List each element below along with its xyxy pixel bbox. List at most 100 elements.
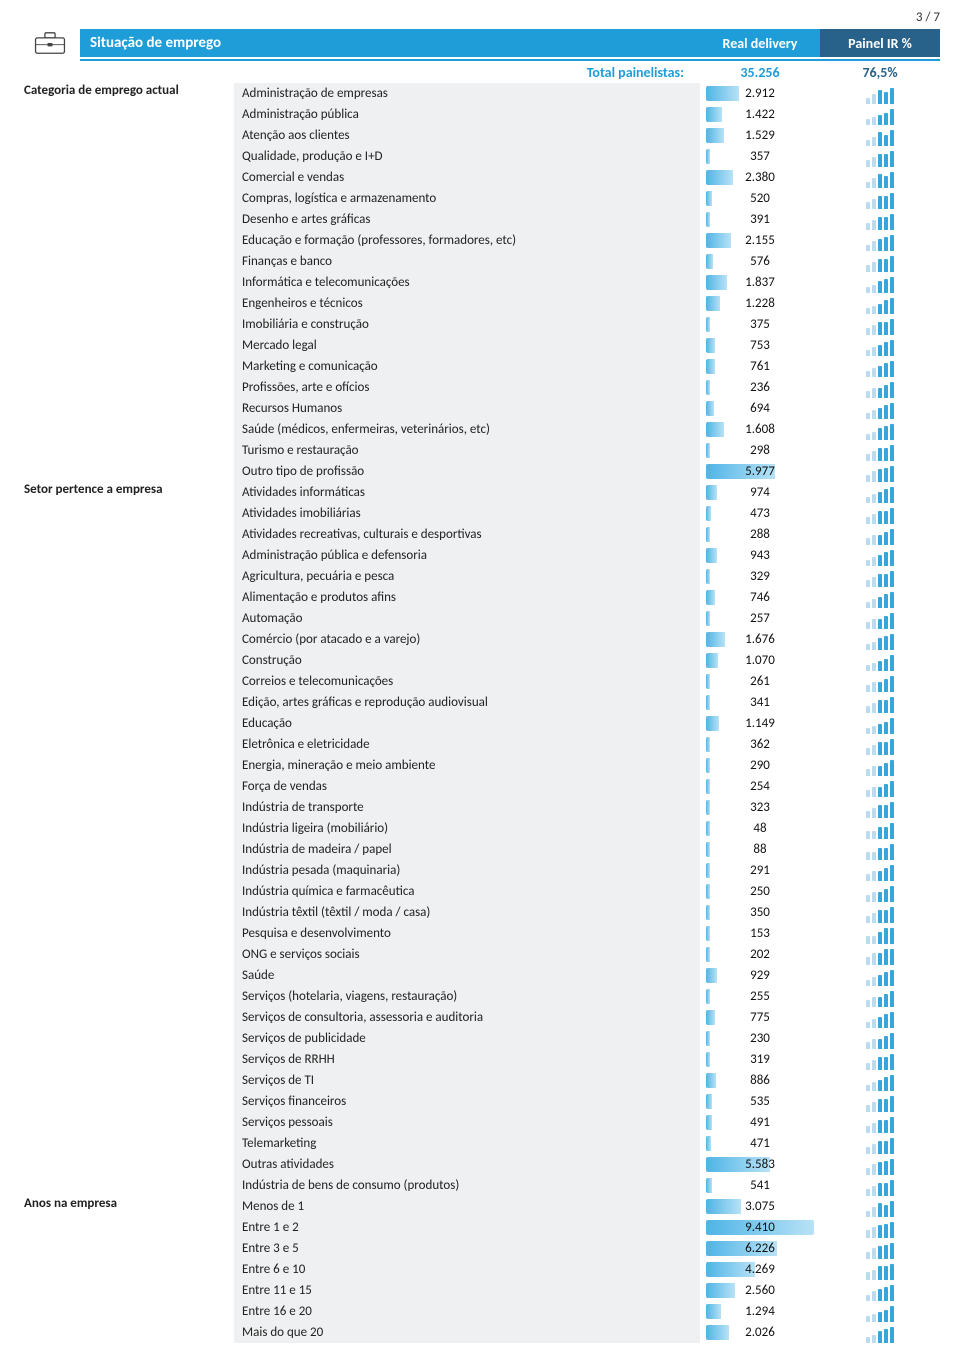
row-label: Energia, mineração e meio ambiente — [234, 755, 700, 776]
row-label: Atividades recreativas, culturais e desp… — [234, 524, 700, 545]
value-text: 319 — [750, 1052, 770, 1067]
table-row: Indústria pesada (maquinaria)291 — [20, 860, 940, 881]
total-value-2: 76,5% — [820, 64, 940, 81]
row-label: Educação — [234, 713, 700, 734]
table-row: ONG e serviços sociais202 — [20, 944, 940, 965]
value-cell: 257 — [700, 608, 820, 629]
value-cell: 329 — [700, 566, 820, 587]
value-cell: 2.155 — [700, 230, 820, 251]
table-row: Edição, artes gráficas e reprodução audi… — [20, 692, 940, 713]
value-text: 357 — [750, 149, 770, 164]
row-label: Recursos Humanos — [234, 398, 700, 419]
table-row: Indústria têxtil (têxtil / moda / casa)3… — [20, 902, 940, 923]
value-cell: 1.608 — [700, 419, 820, 440]
value-cell: 1.294 — [700, 1301, 820, 1322]
group-label: Categoria de emprego actual — [20, 83, 234, 98]
table-row: Indústria ligeira (mobiliário)48 — [20, 818, 940, 839]
value-text: 694 — [750, 401, 770, 416]
table-row: Outras atividades5.583 — [20, 1154, 940, 1175]
table-row: Entre 6 e 104.269 — [20, 1259, 940, 1280]
page-number: 3 / 7 — [20, 10, 940, 25]
value-text: 88 — [753, 842, 766, 857]
value-text: 6.226 — [745, 1241, 775, 1256]
table-row: Serviços de publicidade230 — [20, 1028, 940, 1049]
column-header-real-delivery: Real delivery — [700, 29, 820, 57]
value-text: 2.026 — [745, 1325, 775, 1340]
value-text: 1.070 — [745, 653, 775, 668]
row-label: Automação — [234, 608, 700, 629]
section-header: Situação de emprego Real delivery Painel… — [20, 29, 940, 57]
table-row: Desenho e artes gráficas391 — [20, 209, 940, 230]
row-label: Marketing e comunicação — [234, 356, 700, 377]
value-text: 291 — [750, 863, 770, 878]
value-cell: 153 — [700, 923, 820, 944]
value-cell: 520 — [700, 188, 820, 209]
row-label: Indústria de madeira / papel — [234, 839, 700, 860]
value-cell: 761 — [700, 356, 820, 377]
value-text: 329 — [750, 569, 770, 584]
data-rows-container: Categoria de emprego actual Administração… — [20, 83, 940, 1343]
row-label: Compras, logística e armazenamento — [234, 188, 700, 209]
value-text: 1.676 — [745, 632, 775, 647]
table-row: Mercado legal753 — [20, 335, 940, 356]
row-label: Comércio (por atacado e a varejo) — [234, 629, 700, 650]
row-label: ONG e serviços sociais — [234, 944, 700, 965]
table-row: Categoria de emprego actualAdministração… — [20, 83, 940, 104]
table-row: Indústria de bens de consumo (produtos)5… — [20, 1175, 940, 1196]
table-row: Administração pública1.422 — [20, 104, 940, 125]
value-text: 2.155 — [745, 233, 775, 248]
row-label: Serviços de publicidade — [234, 1028, 700, 1049]
row-label: Outras atividades — [234, 1154, 700, 1175]
value-text: 5.977 — [745, 464, 775, 479]
value-text: 520 — [750, 191, 770, 206]
row-label: Eletrônica e eletricidade — [234, 734, 700, 755]
table-row: Saúde (médicos, enfermeiras, veterinário… — [20, 419, 940, 440]
total-value-1: 35.256 — [700, 64, 820, 81]
section-icon-cell — [20, 29, 80, 57]
value-cell: 391 — [700, 209, 820, 230]
row-label: Indústria química e farmacêutica — [234, 881, 700, 902]
value-text: 541 — [750, 1178, 770, 1193]
table-row: Serviços (hotelaria, viagens, restauraçã… — [20, 986, 940, 1007]
table-row: Pesquisa e desenvolvimento153 — [20, 923, 940, 944]
row-label: Profissões, arte e ofícios — [234, 377, 700, 398]
value-cell: 350 — [700, 902, 820, 923]
row-label: Força de vendas — [234, 776, 700, 797]
row-label: Administração pública e defensoria — [234, 545, 700, 566]
value-cell: 250 — [700, 881, 820, 902]
table-row: Alimentação e produtos afins746 — [20, 587, 940, 608]
value-cell: 230 — [700, 1028, 820, 1049]
value-cell: 254 — [700, 776, 820, 797]
value-cell: 5.977 — [700, 461, 820, 482]
table-row: Serviços de RRHH319 — [20, 1049, 940, 1070]
row-label: Educação e formação (professores, formad… — [234, 230, 700, 251]
table-row: Informática e telecomunicações1.837 — [20, 272, 940, 293]
value-cell: 694 — [700, 398, 820, 419]
column-header-painel-ir: Painel IR % — [820, 29, 940, 57]
value-text: 254 — [750, 779, 770, 794]
value-text: 491 — [750, 1115, 770, 1130]
table-row: Indústria de madeira / papel 88 — [20, 839, 940, 860]
row-label: Entre 6 e 10 — [234, 1259, 700, 1280]
table-row: Serviços pessoais491 — [20, 1112, 940, 1133]
value-cell: 9.410 — [700, 1217, 820, 1238]
value-cell: 974 — [700, 482, 820, 503]
row-label: Telemarketing — [234, 1133, 700, 1154]
table-row: Marketing e comunicação761 — [20, 356, 940, 377]
value-cell: 319 — [700, 1049, 820, 1070]
table-row: Automação257 — [20, 608, 940, 629]
value-text: 250 — [750, 884, 770, 899]
value-text: 362 — [750, 737, 770, 752]
value-cell: 261 — [700, 671, 820, 692]
table-row: Administração pública e defensoria943 — [20, 545, 940, 566]
row-label: Serviços (hotelaria, viagens, restauraçã… — [234, 986, 700, 1007]
table-row: Compras, logística e armazenamento 520 — [20, 188, 940, 209]
value-text: 974 — [750, 485, 770, 500]
value-text: 1.608 — [745, 422, 775, 437]
value-cell: 886 — [700, 1070, 820, 1091]
value-text: 746 — [750, 590, 770, 605]
value-text: 1.228 — [745, 296, 775, 311]
row-label: Saúde — [234, 965, 700, 986]
row-label: Entre 3 e 5 — [234, 1238, 700, 1259]
value-text: 288 — [750, 527, 770, 542]
